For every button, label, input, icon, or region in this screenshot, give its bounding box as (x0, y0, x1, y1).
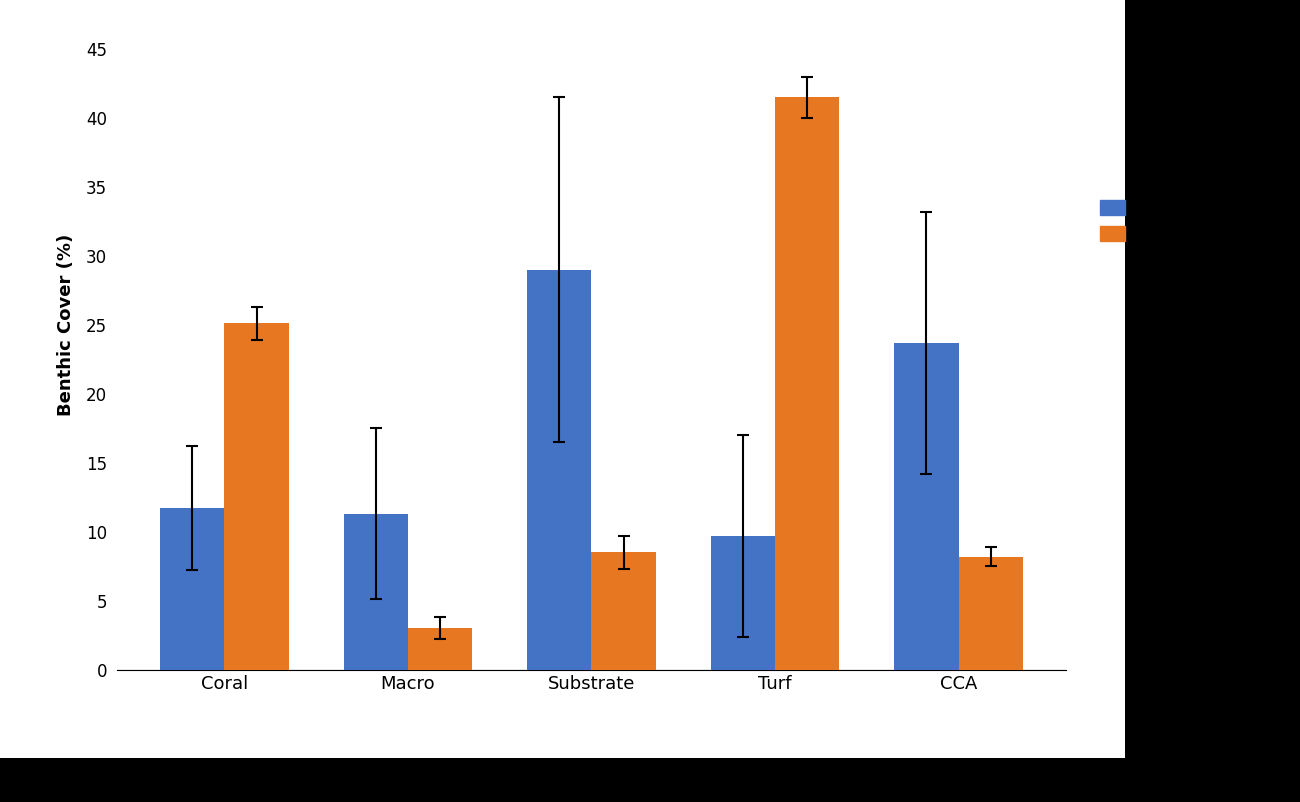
Bar (160, 508, 225, 670)
Bar (592, 553, 655, 670)
Bar (711, 536, 775, 670)
Bar (775, 97, 840, 670)
Bar (958, 557, 1023, 670)
Y-axis label: Benthic Cover (%): Benthic Cover (%) (57, 233, 75, 416)
Bar (894, 342, 958, 670)
Bar (343, 514, 408, 670)
Bar (528, 269, 592, 670)
Bar (408, 628, 472, 670)
Legend: PHNHS, WHC: PHNHS, WHC (1093, 192, 1202, 250)
Bar (225, 323, 289, 670)
